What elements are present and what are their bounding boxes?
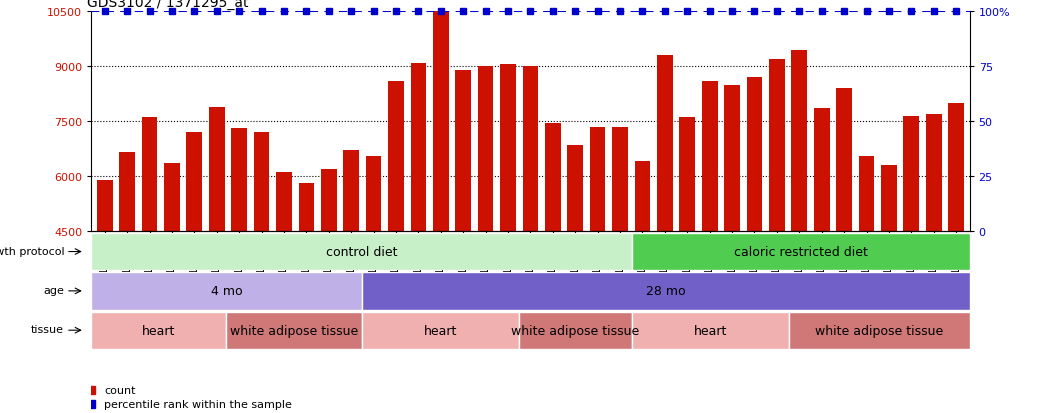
Text: white adipose tissue: white adipose tissue: [815, 324, 944, 337]
Bar: [500, 65, 515, 396]
Bar: [814, 109, 830, 396]
Text: heart: heart: [694, 324, 727, 337]
Bar: [881, 166, 897, 396]
Bar: [903, 116, 919, 396]
Bar: [388, 82, 403, 396]
Bar: [231, 129, 247, 396]
Bar: [455, 71, 471, 396]
Bar: [567, 145, 583, 396]
Bar: [164, 164, 179, 396]
Bar: [769, 60, 785, 396]
Bar: [632, 312, 789, 349]
Bar: [948, 104, 964, 396]
Text: tissue: tissue: [31, 325, 64, 335]
Bar: [276, 173, 291, 396]
Bar: [632, 233, 970, 271]
Text: age: age: [44, 285, 64, 295]
Text: count: count: [105, 385, 136, 395]
Bar: [926, 114, 942, 396]
Bar: [226, 312, 362, 349]
Text: caloric restricted diet: caloric restricted diet: [734, 245, 868, 259]
Bar: [635, 162, 650, 396]
Bar: [747, 78, 762, 396]
Bar: [657, 56, 673, 396]
Bar: [724, 85, 740, 396]
Text: growth protocol: growth protocol: [0, 246, 64, 256]
Text: white adipose tissue: white adipose tissue: [230, 324, 358, 337]
Bar: [702, 82, 718, 396]
Bar: [142, 118, 158, 396]
Text: heart: heart: [424, 324, 457, 337]
Bar: [91, 273, 362, 310]
Bar: [299, 183, 314, 396]
Bar: [96, 180, 113, 396]
Text: GDS3102 / 1371295_at: GDS3102 / 1371295_at: [87, 0, 249, 10]
Bar: [789, 312, 970, 349]
Bar: [859, 157, 874, 396]
Bar: [362, 273, 970, 310]
Text: control diet: control diet: [326, 245, 397, 259]
Bar: [320, 169, 337, 396]
Text: white adipose tissue: white adipose tissue: [511, 324, 640, 337]
Bar: [433, 12, 449, 396]
Text: 4 mo: 4 mo: [211, 285, 243, 298]
Text: heart: heart: [142, 324, 175, 337]
Bar: [119, 153, 135, 396]
Bar: [545, 123, 561, 396]
Bar: [478, 67, 494, 396]
Text: 28 mo: 28 mo: [646, 285, 685, 298]
Bar: [836, 89, 852, 396]
Bar: [208, 107, 225, 396]
Bar: [590, 127, 606, 396]
Bar: [343, 151, 359, 396]
Bar: [366, 157, 382, 396]
Text: percentile rank within the sample: percentile rank within the sample: [105, 399, 292, 409]
Bar: [91, 312, 226, 349]
Bar: [362, 312, 520, 349]
Bar: [187, 133, 202, 396]
Bar: [679, 118, 695, 396]
Bar: [612, 127, 627, 396]
Bar: [254, 133, 270, 396]
Bar: [91, 233, 632, 271]
Bar: [520, 312, 632, 349]
Bar: [523, 67, 538, 396]
Bar: [791, 51, 807, 396]
Bar: [411, 64, 426, 396]
